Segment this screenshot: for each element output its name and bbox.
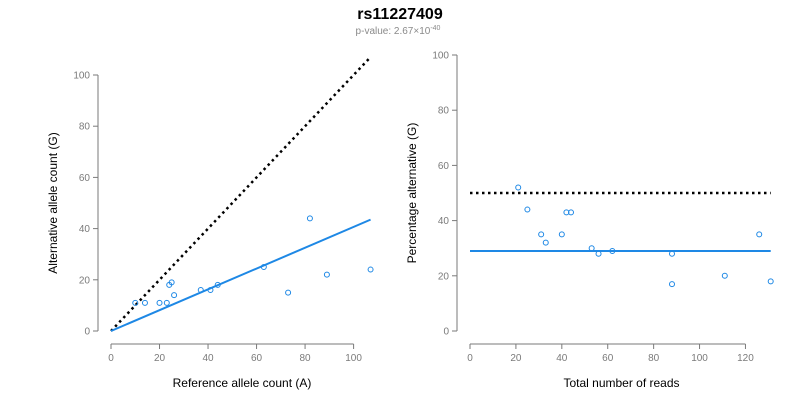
data-point — [323, 271, 330, 278]
data-point — [168, 279, 175, 286]
y-tick-label: 0 — [84, 327, 90, 338]
figure-subtitle: p-value: 2.67×10-40 — [356, 25, 441, 37]
x-tick-label: 40 — [202, 353, 214, 364]
x-tick-label: 80 — [300, 353, 312, 364]
left-chart-panel: 0 20 40 60 80 100 0 20 40 60 80 100 Reference allele… — [46, 56, 374, 390]
x-tick-label: 100 — [691, 353, 708, 364]
figure-title: rs11227409 — [357, 6, 443, 23]
data-point — [163, 299, 170, 306]
data-point — [367, 266, 374, 273]
x-tick-label: 0 — [108, 353, 114, 364]
y-tick-label: 60 — [79, 173, 91, 184]
x-tick-label: 20 — [154, 353, 166, 364]
x-axis-title: Total number of reads — [563, 376, 679, 390]
data-point — [214, 281, 221, 288]
data-point — [207, 287, 214, 294]
data-point — [609, 247, 616, 254]
y-tick-label: 40 — [438, 216, 450, 227]
data-point — [595, 250, 602, 257]
data-point — [156, 299, 163, 306]
data-point — [588, 245, 595, 252]
data-point — [669, 281, 675, 288]
x-tick-label: 0 — [467, 353, 473, 364]
data-point — [524, 206, 531, 213]
x-tick-label: 60 — [602, 353, 614, 364]
y-tick-label: 20 — [79, 275, 91, 286]
x-tick-label: 60 — [251, 353, 263, 364]
y-tick-label: 100 — [73, 71, 90, 82]
reference-line — [110, 56, 372, 332]
data-point — [538, 231, 545, 238]
y-tick-label: 40 — [79, 224, 91, 235]
data-point — [767, 278, 774, 285]
y-axis-title: Percentage alternative (G) — [405, 123, 419, 264]
data-point — [558, 231, 565, 238]
data-point — [132, 299, 139, 306]
subtitle-prefix: p-value: 2.67×10 — [356, 26, 431, 37]
y-tick-label: 80 — [438, 106, 450, 117]
data-point — [260, 264, 267, 270]
data-point — [197, 287, 204, 294]
y-tick-label: 100 — [432, 51, 449, 62]
data-point — [141, 299, 148, 306]
x-tick-label: 100 — [345, 353, 362, 364]
data-point — [515, 184, 522, 191]
data-point — [285, 289, 292, 296]
data-point — [756, 231, 763, 238]
data-point — [669, 250, 675, 257]
right-chart-panel: 0 20 40 60 80 100 120 0 20 40 60 80 100 Total number … — [405, 51, 774, 390]
x-tick-label: 120 — [737, 353, 754, 364]
data-point — [542, 239, 549, 246]
x-tick-label: 20 — [510, 353, 522, 364]
data-point — [171, 292, 178, 299]
subtitle-exponent: -40 — [430, 25, 440, 32]
y-axis-title: Alternative allele count (G) — [46, 132, 60, 273]
x-tick-label: 80 — [648, 353, 660, 364]
x-tick-label: 40 — [556, 353, 568, 364]
data-point — [721, 272, 728, 279]
x-axis-title: Reference allele count (A) — [173, 376, 312, 390]
fit-line — [110, 218, 371, 332]
data-point — [568, 209, 574, 216]
data-point — [306, 215, 313, 222]
y-tick-label: 20 — [438, 271, 450, 282]
y-tick-label: 60 — [438, 161, 450, 172]
y-tick-label: 80 — [79, 122, 91, 133]
y-tick-label: 0 — [443, 327, 449, 338]
